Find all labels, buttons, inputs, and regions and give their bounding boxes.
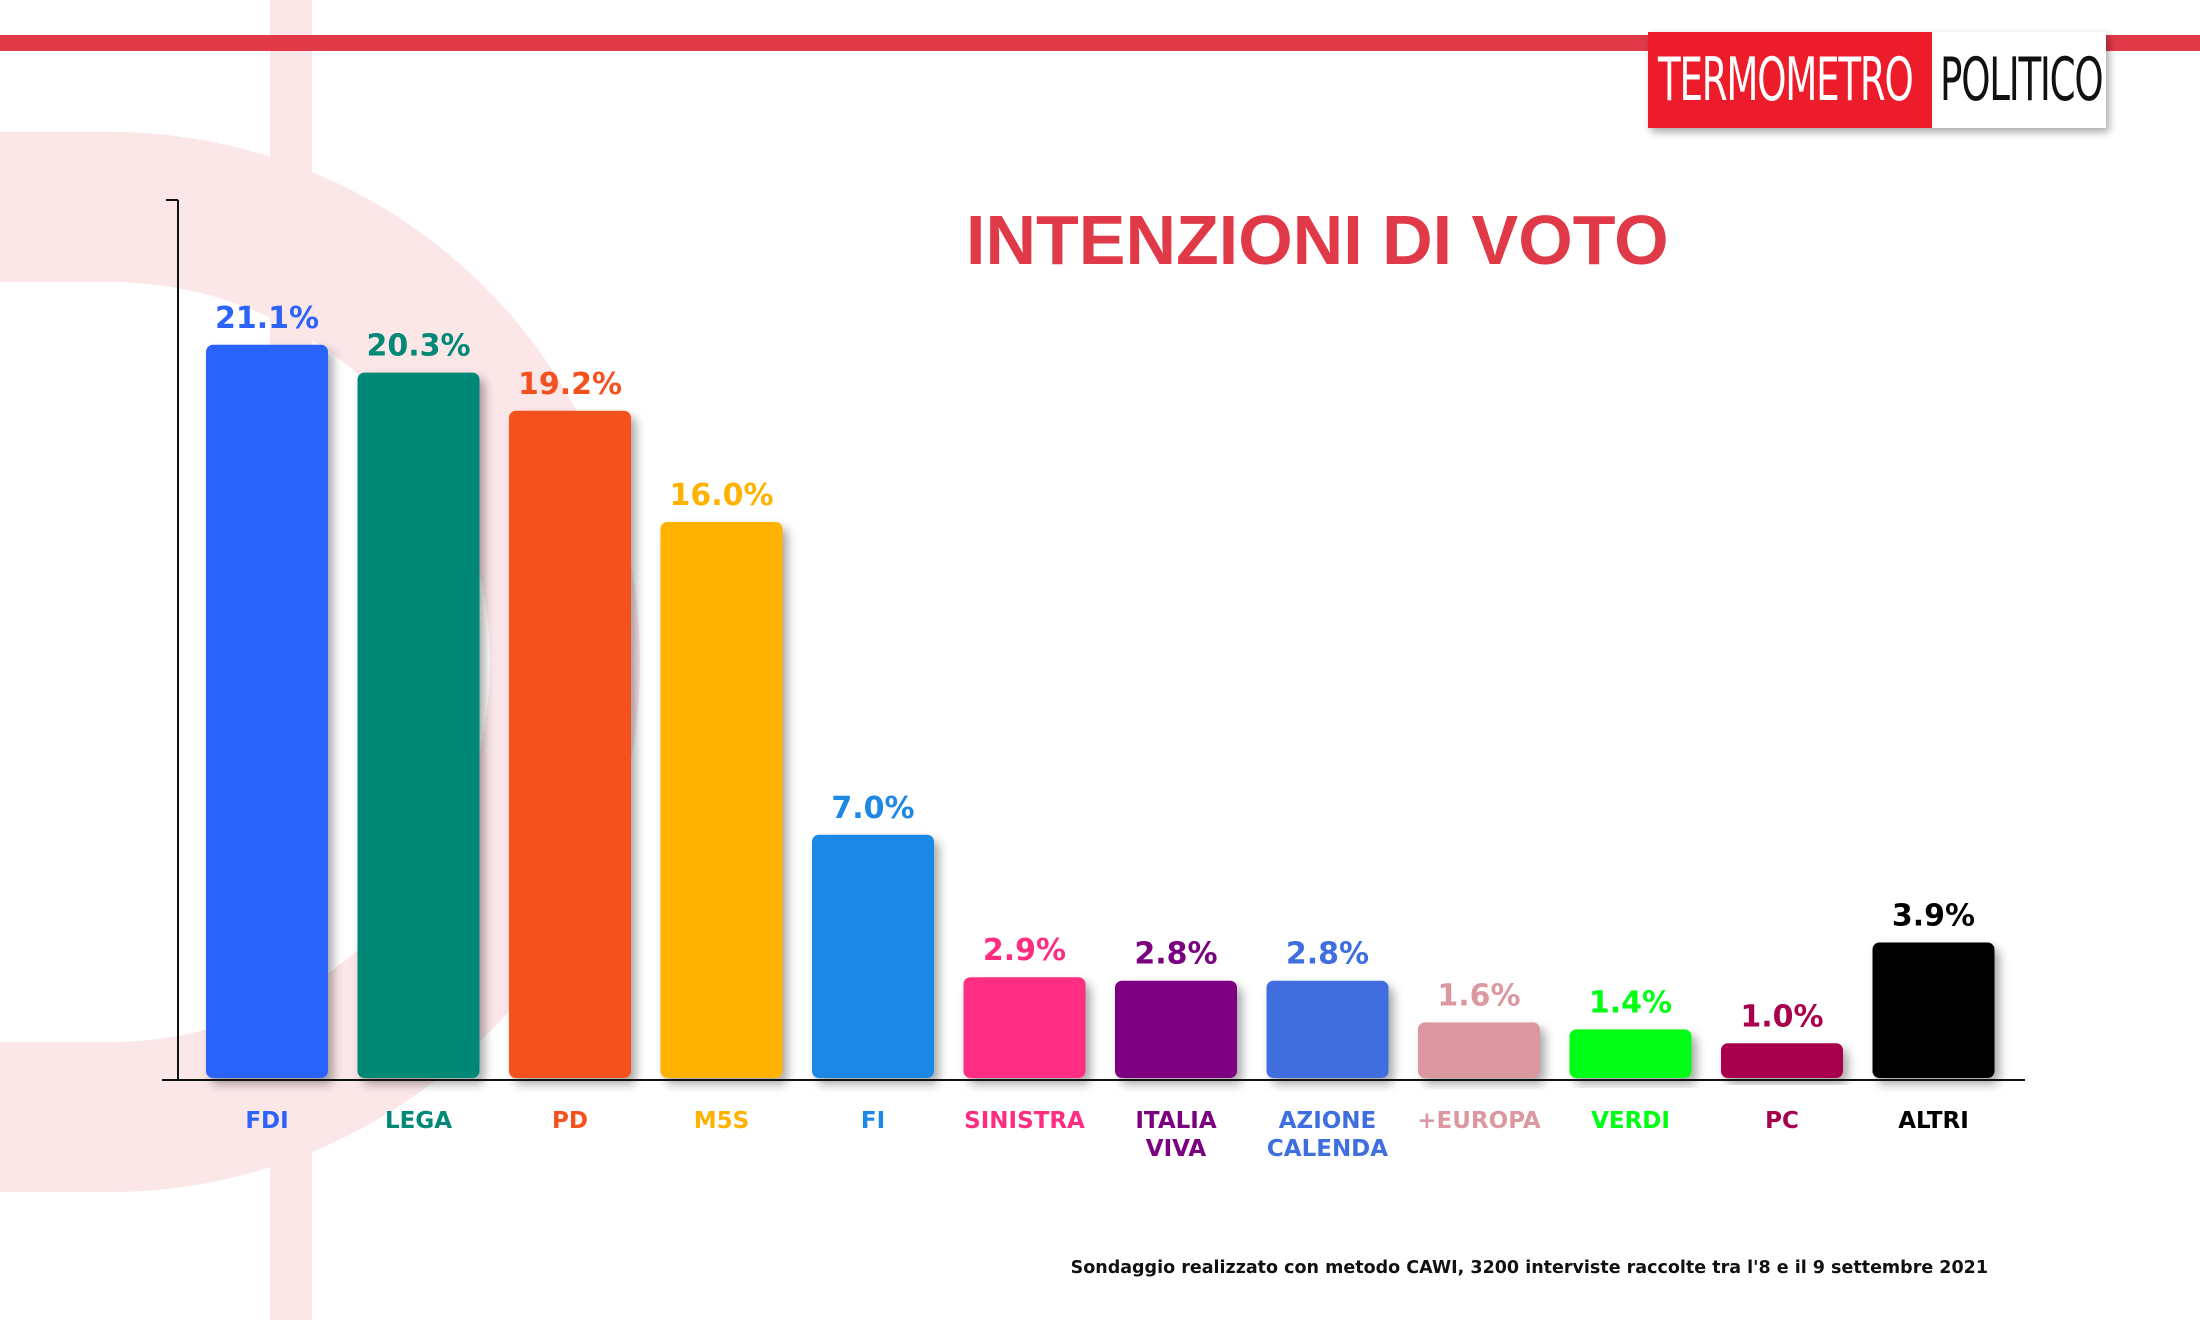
value-label: 7.0% bbox=[831, 791, 914, 826]
survey-footnote: Sondaggio realizzato con metodo CAWI, 32… bbox=[1070, 1258, 1988, 1278]
category-label: PC bbox=[1765, 1108, 1799, 1134]
category-label: AZIONE CALENDA bbox=[1267, 1108, 1388, 1162]
logo-red-block: TERMOMETRO bbox=[1648, 32, 1932, 128]
value-label: 1.4% bbox=[1589, 985, 1672, 1020]
category-label: VERDI bbox=[1591, 1108, 1670, 1134]
category-label-line: +EUROPA bbox=[1417, 1108, 1541, 1134]
logo-word-politico: POLITICO bbox=[1940, 45, 2104, 115]
logo-word-termometro: TERMOMETRO bbox=[1658, 45, 1914, 115]
category-label: ITALIA VIVA bbox=[1135, 1108, 1216, 1162]
bar-pd bbox=[509, 410, 631, 1078]
category-label: M5S bbox=[694, 1108, 749, 1134]
category-label-line: M5S bbox=[694, 1108, 749, 1134]
bar-italia-viva bbox=[1115, 980, 1237, 1078]
bar-sinistra bbox=[963, 977, 1086, 1078]
bar-fi bbox=[812, 834, 934, 1078]
category-label-line: LEGA bbox=[385, 1108, 452, 1134]
category-label-line: AZIONE bbox=[1279, 1108, 1377, 1134]
bar-verdi bbox=[1569, 1029, 1692, 1078]
category-label: +EUROPA bbox=[1417, 1108, 1541, 1134]
value-label: 21.1% bbox=[215, 301, 319, 336]
category-label-line: VIVA bbox=[1146, 1136, 1207, 1162]
category-label-line: PC bbox=[1765, 1108, 1799, 1134]
bar-lega bbox=[357, 372, 480, 1078]
category-label-line: ITALIA bbox=[1135, 1108, 1216, 1134]
value-label: 1.6% bbox=[1437, 978, 1520, 1013]
category-label: FI bbox=[861, 1108, 885, 1134]
bar-azione-calenda bbox=[1266, 980, 1389, 1078]
category-label-line: PD bbox=[552, 1108, 588, 1134]
bar-europa bbox=[1418, 1022, 1540, 1078]
labels-layer: 21.1% FDI 20.3% LEGA 19.2% PD 16.0% M5S 7.0% FI 2.… bbox=[215, 301, 1975, 1162]
value-label: 20.3% bbox=[366, 329, 470, 364]
bar-fdi bbox=[206, 344, 328, 1078]
bar-altri bbox=[1872, 942, 1995, 1078]
value-label: 2.8% bbox=[1286, 937, 1369, 972]
category-label: ALTRI bbox=[1898, 1108, 1969, 1134]
category-label-line: SINISTRA bbox=[964, 1108, 1085, 1134]
value-label: 16.0% bbox=[669, 478, 773, 513]
chart-title: INTENZIONI DI VOTO bbox=[966, 201, 1669, 279]
category-label: FDI bbox=[245, 1108, 288, 1134]
bar-pc bbox=[1721, 1043, 1843, 1078]
value-label: 2.9% bbox=[983, 933, 1066, 968]
category-label-line: ALTRI bbox=[1898, 1108, 1969, 1134]
category-label-line: CALENDA bbox=[1267, 1136, 1388, 1162]
category-label: PD bbox=[552, 1108, 588, 1134]
logo-white-block: POLITICO bbox=[1932, 32, 2106, 128]
category-label-line: FDI bbox=[245, 1108, 288, 1134]
value-label: 2.8% bbox=[1134, 937, 1217, 972]
bars-layer bbox=[206, 344, 1995, 1078]
value-label: 3.9% bbox=[1892, 898, 1975, 933]
value-label: 1.0% bbox=[1740, 999, 1823, 1034]
termometro-politico-logo: TERMOMETRO POLITICO bbox=[1648, 32, 2106, 128]
category-label-line: FI bbox=[861, 1108, 885, 1134]
bar-m5s bbox=[660, 522, 783, 1078]
value-label: 19.2% bbox=[518, 367, 622, 402]
category-label: LEGA bbox=[385, 1108, 452, 1134]
category-label-line: VERDI bbox=[1591, 1108, 1670, 1134]
category-label: SINISTRA bbox=[964, 1108, 1085, 1134]
